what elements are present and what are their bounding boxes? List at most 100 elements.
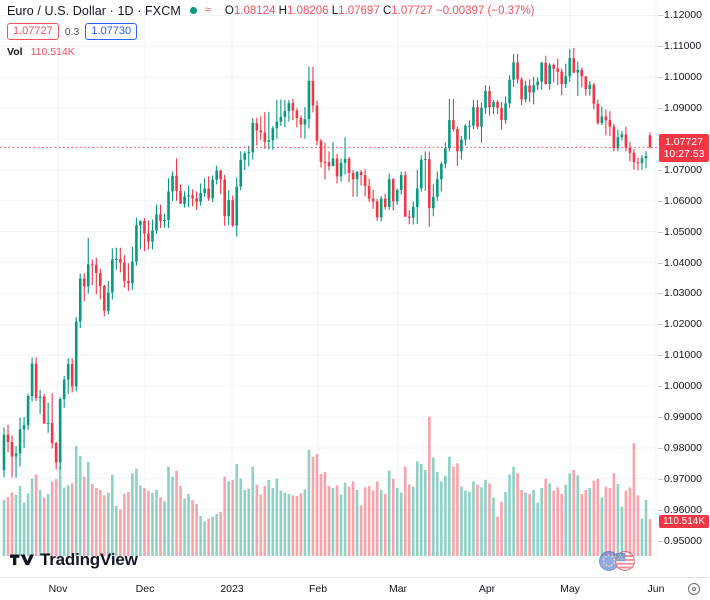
volume-bar <box>235 464 239 556</box>
volume-bar <box>596 478 600 556</box>
candle-body <box>223 179 226 217</box>
price-tickmark <box>658 169 663 171</box>
volume-bar <box>215 514 218 556</box>
candle-body <box>508 79 511 104</box>
candle-body <box>452 120 455 130</box>
grid-lines <box>0 0 658 556</box>
price-axis[interactable]: 1.07727 10:27:53 110.514K 1.12000 1.11000… <box>658 0 710 578</box>
candle-body <box>468 125 471 127</box>
candle-body <box>648 135 652 148</box>
volume-bar <box>147 490 150 556</box>
candle-body <box>620 134 624 138</box>
volume-bar <box>415 461 419 556</box>
price-tickmark <box>658 46 663 48</box>
candle-body <box>299 117 303 125</box>
volume-bar <box>620 506 624 556</box>
price-tick-label: 0.96000 <box>664 503 702 516</box>
price-tick-label: 1.06000 <box>664 194 702 207</box>
candle-body <box>496 101 499 108</box>
candle-body <box>14 453 18 457</box>
volume-bar <box>512 466 515 556</box>
time-tick-label: Dec <box>135 583 155 595</box>
volume-bar <box>287 494 291 556</box>
chart-plot-area[interactable] <box>0 0 658 578</box>
volume-bar <box>111 474 114 556</box>
volume-bar <box>343 482 347 556</box>
volume-bar <box>127 492 130 556</box>
candle-body <box>143 220 146 234</box>
candle-body <box>191 195 194 199</box>
candle-body <box>612 126 616 149</box>
volume-bar <box>484 480 487 556</box>
candle-body <box>231 200 235 226</box>
candle-body <box>572 58 576 73</box>
volume-bar <box>151 492 154 556</box>
price-tickmark <box>658 77 663 79</box>
price-tickmark <box>658 540 663 542</box>
candle-body <box>78 278 82 322</box>
volume-bar <box>319 474 323 556</box>
candle-body <box>255 122 259 131</box>
candle-body <box>203 188 206 194</box>
volume-bar <box>440 481 443 556</box>
volume-bar <box>243 490 247 556</box>
volume-bar <box>26 493 30 556</box>
volume-bar <box>115 506 118 556</box>
candle-body <box>199 193 202 202</box>
clock-icon[interactable] <box>688 583 700 595</box>
volume-bar <box>6 497 10 556</box>
volume-bar <box>99 490 102 556</box>
candle-body <box>123 262 126 282</box>
volume-bar <box>223 476 226 556</box>
volume-bar <box>90 484 94 556</box>
volume-bar <box>568 473 572 556</box>
candle-body <box>359 172 363 176</box>
candle-body <box>275 121 279 129</box>
candle-body <box>235 186 239 226</box>
volume-bar <box>171 476 174 556</box>
candle-body <box>315 105 319 141</box>
candle-body <box>556 68 560 72</box>
candle-body <box>295 110 299 118</box>
candle-body <box>151 230 154 242</box>
volume-bar <box>323 472 327 556</box>
candle-body <box>391 179 395 202</box>
candle-body <box>532 85 535 93</box>
candle-body <box>283 110 287 117</box>
volume-bar <box>528 494 531 556</box>
candle-body <box>267 140 271 142</box>
volume-bar <box>572 470 576 556</box>
volume-bar <box>556 487 560 556</box>
current-price-badge: 1.07727 10:27:53 <box>659 134 709 163</box>
price-tick-label: 1.03000 <box>664 287 702 300</box>
candle-body <box>576 69 580 73</box>
volume-bar <box>46 494 50 556</box>
volume-bar <box>375 481 379 556</box>
candle-body <box>239 159 243 187</box>
price-tick-label: 1.11000 <box>664 40 702 53</box>
candle-body <box>207 188 210 199</box>
candle-body <box>74 321 78 387</box>
candle-body <box>347 158 351 173</box>
price-tickmark <box>658 15 663 17</box>
volume-bar <box>448 456 451 556</box>
volume-bar <box>283 492 287 556</box>
time-axis[interactable]: Nov Dec 2023 Feb Mar Apr May Jun <box>0 577 710 600</box>
volume-bar <box>155 490 158 556</box>
eu-us-flag-pair-icon <box>599 551 635 571</box>
volume-bar <box>38 490 42 556</box>
volume-bar <box>436 472 439 556</box>
time-tick-label: 2023 <box>220 583 244 595</box>
candle-body <box>58 399 62 463</box>
volume-bar <box>295 496 299 556</box>
candle-body <box>331 158 335 167</box>
volume-bar <box>107 492 110 556</box>
volume-bar <box>227 481 230 556</box>
candle-body <box>411 206 415 218</box>
candle-body <box>34 363 38 398</box>
candle-body <box>343 158 347 163</box>
candle-body <box>335 158 339 177</box>
volume-bar <box>247 488 251 556</box>
candle-body <box>311 80 315 106</box>
candle-body <box>363 175 367 186</box>
